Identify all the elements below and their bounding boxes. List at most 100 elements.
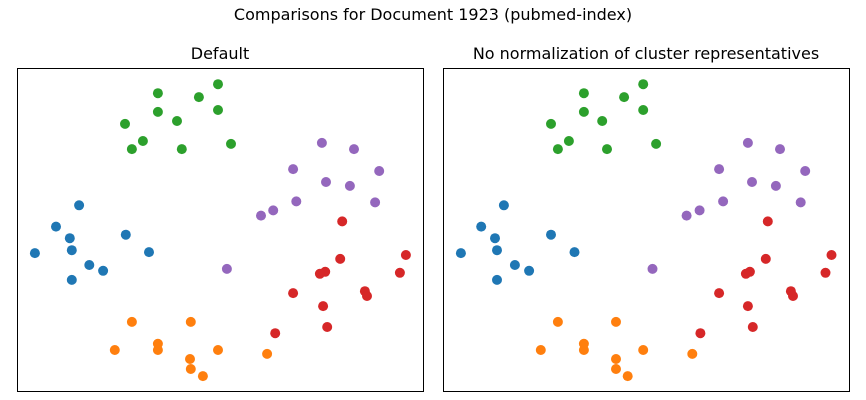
- scatter-point: [221, 263, 232, 274]
- scatter-point: [820, 267, 831, 278]
- scatter-point: [718, 196, 729, 207]
- scatter-point: [552, 144, 563, 155]
- scatter-point: [747, 177, 757, 187]
- scatter-point: [314, 268, 325, 279]
- panel-title-default: Default: [190, 44, 250, 63]
- scatter-point: [362, 291, 372, 301]
- scatter-point: [694, 205, 705, 216]
- scatter-point: [322, 322, 333, 332]
- plot-frame: [17, 68, 424, 392]
- scatter-point: [394, 267, 405, 278]
- scatter-point: [509, 260, 520, 270]
- scatter-point: [144, 247, 154, 258]
- scatter-point: [569, 247, 580, 258]
- scatter-point: [597, 116, 608, 126]
- scatter-point: [374, 166, 385, 176]
- scatter-point: [126, 316, 137, 327]
- scatter-point: [638, 345, 649, 355]
- scatter-point: [337, 216, 348, 227]
- scatter-point: [760, 253, 771, 264]
- scatter-point: [611, 316, 621, 327]
- scatter-point: [578, 88, 589, 99]
- scatter-point: [74, 200, 85, 211]
- panel-title-no-normalization: No normalization of cluster representati…: [472, 44, 820, 63]
- scatter-point: [137, 136, 148, 146]
- scatter-point: [172, 116, 182, 126]
- scatter-point: [602, 144, 612, 155]
- scatter-point: [321, 177, 331, 187]
- scatter-point: [126, 144, 137, 155]
- scatter-point: [638, 105, 649, 115]
- scatter-point: [344, 180, 355, 191]
- scatter-point: [578, 106, 589, 117]
- scatter-point: [578, 345, 589, 355]
- figure-title: Comparisons for Document 1923 (pubmed-in…: [233, 5, 633, 24]
- scatter-point: [262, 348, 273, 359]
- scatter-point: [316, 137, 327, 148]
- scatter-point: [695, 328, 706, 339]
- scatter-point: [185, 354, 195, 364]
- scatter-point: [546, 118, 556, 129]
- scatter-point: [770, 180, 781, 191]
- scatter-point: [535, 345, 546, 355]
- scatter-point: [498, 200, 509, 211]
- scatter-point: [291, 196, 302, 207]
- scatter-point: [611, 364, 621, 374]
- scatter-point: [66, 274, 77, 285]
- scatter-point: [185, 316, 196, 327]
- scatter-point: [268, 205, 279, 216]
- scatter-point: [546, 229, 556, 240]
- scatter-point: [98, 265, 109, 276]
- scatter-point: [349, 144, 359, 155]
- scatter-point: [213, 79, 223, 90]
- scatter-point: [193, 92, 204, 103]
- scatter-point: [288, 288, 299, 299]
- scatter-point: [800, 166, 811, 176]
- scatter-point: [638, 79, 649, 90]
- scatter-point: [826, 250, 837, 260]
- scatter-point: [552, 316, 563, 327]
- scatter-point: [492, 274, 502, 285]
- scatter-point: [492, 245, 502, 256]
- scatter-point: [335, 253, 346, 264]
- scatter-point: [622, 371, 633, 382]
- scatter-point: [400, 250, 411, 260]
- scatter-point: [762, 216, 773, 227]
- scatter-point: [197, 371, 208, 382]
- scatter-point: [775, 144, 785, 155]
- plot-panel-0: [17, 68, 424, 392]
- scatter-point: [740, 268, 751, 279]
- scatter-point: [714, 164, 725, 175]
- scatter-point: [651, 138, 662, 149]
- scatter-point: [152, 345, 163, 355]
- scatter-point: [455, 248, 466, 259]
- plot-frame: [443, 68, 850, 392]
- scatter-point: [490, 233, 500, 244]
- scatter-point: [226, 138, 236, 149]
- scatter-point: [742, 137, 753, 148]
- scatter-point: [318, 301, 329, 312]
- scatter-point: [51, 221, 61, 232]
- scatter-point: [213, 105, 223, 115]
- scatter-point: [152, 106, 163, 117]
- scatter-point: [109, 345, 120, 355]
- scatter-point: [288, 164, 299, 175]
- scatter-point: [213, 345, 223, 355]
- scatter-point: [714, 288, 725, 299]
- scatter-point: [795, 197, 806, 208]
- scatter-point: [29, 248, 40, 259]
- scatter-point: [120, 118, 130, 129]
- scatter-point: [619, 92, 630, 103]
- scatter-point: [176, 144, 187, 155]
- scatter-point: [120, 229, 131, 240]
- scatter-point: [524, 265, 535, 276]
- plot-panel-1: [443, 68, 850, 392]
- scatter-point: [185, 364, 196, 374]
- scatter-point: [611, 354, 621, 364]
- scatter-point: [647, 263, 658, 274]
- scatter-point: [788, 291, 798, 301]
- scatter-point: [476, 221, 487, 232]
- scatter-point: [152, 88, 163, 99]
